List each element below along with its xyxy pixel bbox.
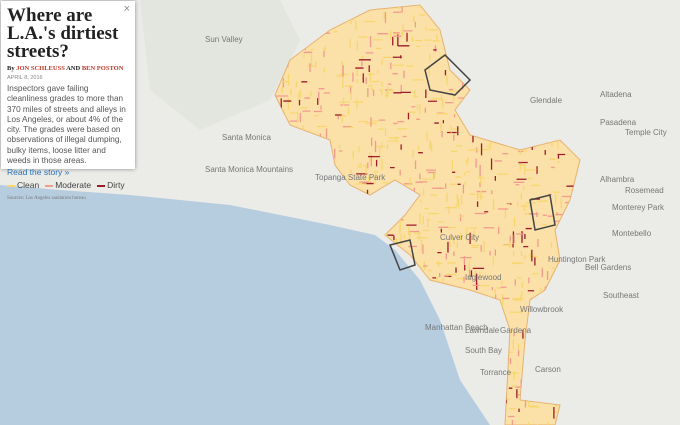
place-label: Manhattan Beach	[425, 323, 488, 332]
place-label: Rosemead	[625, 186, 664, 195]
title: Where are L.A.'s dirtiest streets?	[7, 5, 119, 62]
place-label: Lawndale	[465, 326, 500, 335]
info-panel: × Where are L.A.'s dirtiest streets? By …	[1, 1, 135, 201]
place-label: Southeast	[603, 291, 640, 300]
place-label: Glendale	[530, 96, 563, 105]
place-label: Bell Gardens	[585, 263, 631, 272]
place-label: Inglewood	[465, 273, 501, 282]
place-label: South Bay	[465, 346, 502, 355]
district-outline	[388, 239, 416, 271]
place-label: Huntington Park	[548, 255, 606, 264]
place-label: Monterey Park	[612, 203, 665, 212]
legend-item: Dirty	[97, 180, 125, 191]
legend: Clean Moderate Dirty	[7, 180, 129, 190]
legend-label: Clean	[17, 180, 40, 191]
byline: By JON SCHLEUSS AND BEN POSTON	[7, 65, 129, 72]
legend-label: Moderate	[55, 180, 92, 191]
sources: Sources: Los Angeles sanitation bureau	[7, 196, 86, 202]
byline-prefix: By	[7, 65, 15, 72]
place-label: Topanga State Park	[315, 173, 386, 182]
date: APRIL 8, 2016	[7, 75, 43, 81]
place-label: Altadena	[600, 90, 632, 99]
legend-label: Dirty	[107, 180, 125, 191]
author: BEN POSTON	[81, 65, 124, 72]
close-button[interactable]: ×	[123, 3, 130, 15]
place-label: Torrance	[480, 368, 512, 377]
legend-swatch	[97, 185, 106, 188]
place-label: Santa Monica	[222, 133, 271, 142]
place-label: Montebello	[612, 229, 652, 238]
district-outline	[529, 194, 556, 231]
legend-item: Clean	[7, 180, 39, 190]
legend-item: Moderate	[45, 180, 91, 190]
legend-swatch	[7, 185, 15, 188]
district-outline	[424, 54, 472, 96]
place-label: Santa Monica Mountains	[205, 165, 293, 174]
place-label: Carson	[535, 365, 561, 374]
place-label: Pasadena	[600, 118, 637, 127]
place-label: Gardena	[500, 326, 532, 335]
byline-joiner: AND	[66, 65, 81, 72]
place-label: Alhambra	[600, 175, 635, 184]
story-link[interactable]: Read the story »	[7, 167, 70, 178]
place-label: Willowbrook	[520, 305, 564, 314]
author: JON SCHLEUSS	[16, 65, 65, 72]
mountains	[140, 0, 300, 130]
place-label: Temple City	[625, 128, 667, 137]
legend-swatch	[45, 185, 54, 188]
place-label: Sun Valley	[205, 35, 243, 44]
ocean	[0, 185, 490, 425]
description: Inspectors gave failing cleanliness grad…	[7, 84, 126, 166]
place-label: Culver City	[440, 233, 479, 242]
